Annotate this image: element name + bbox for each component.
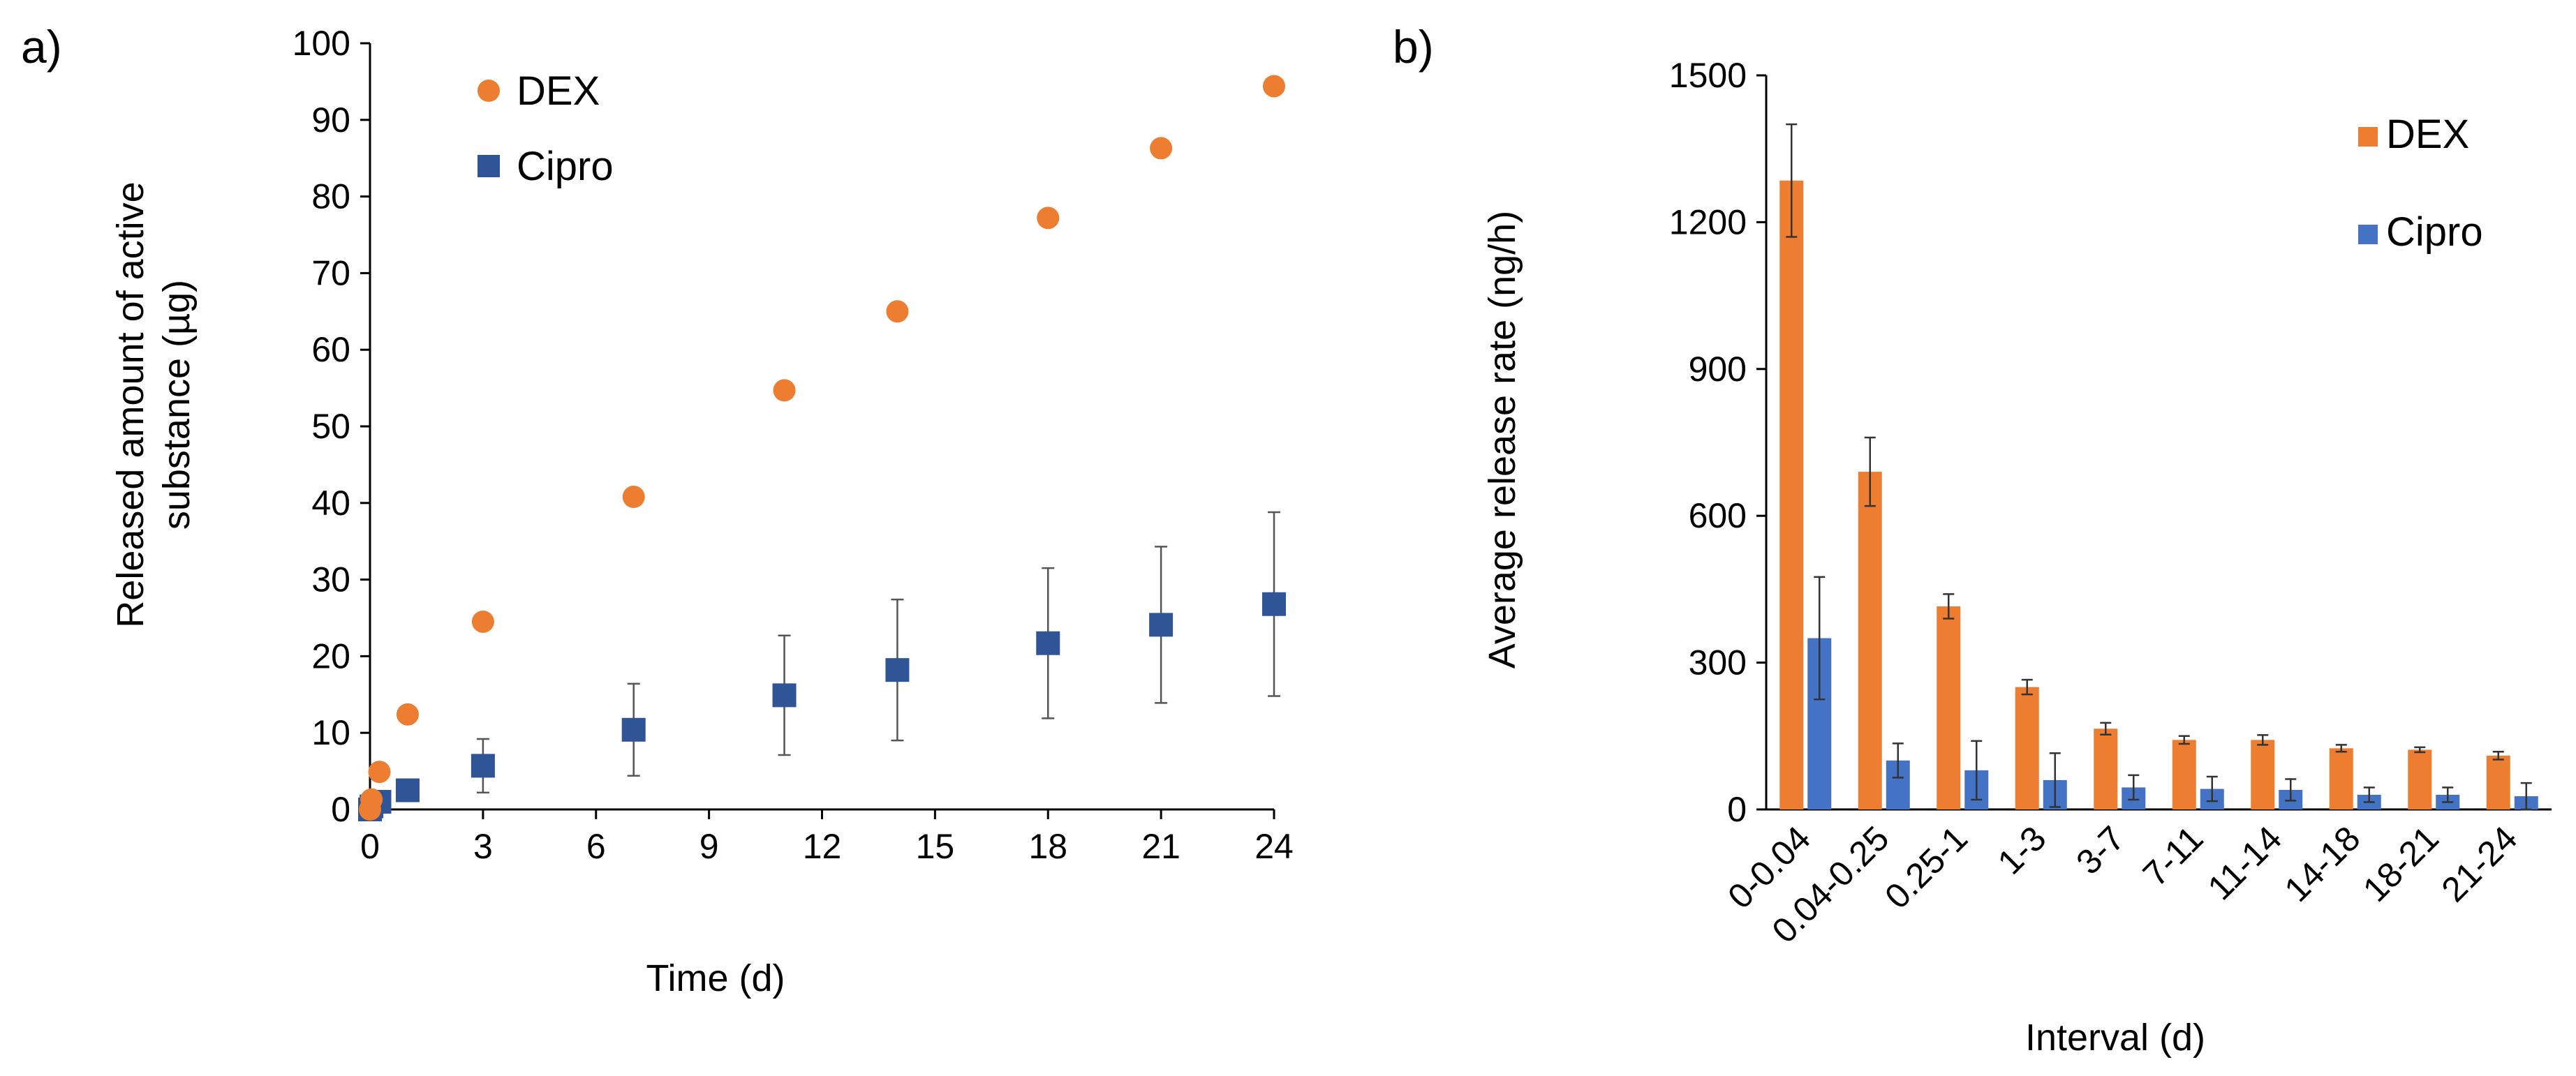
legend-dex-swatch	[2358, 127, 2378, 147]
x-tick-label: 3	[473, 827, 493, 866]
dex-point	[773, 379, 796, 402]
panel-b-y-axis-title: Average release rate (ng/h)	[1481, 211, 1523, 668]
panel-a-legend: DEX Cipro	[478, 68, 614, 189]
panel-b-marks	[1779, 123, 2538, 811]
y-tick-label: 1200	[1669, 202, 1747, 241]
dex-bar	[1858, 472, 1882, 809]
x-category-label: 21-24	[2434, 819, 2524, 909]
y-tick-label: 30	[311, 560, 350, 599]
legend-cipro-marker	[478, 155, 500, 177]
cipro-point	[621, 717, 646, 742]
legend-cipro-label: Cipro	[2386, 209, 2483, 255]
dex-bar	[2015, 687, 2039, 809]
y-tick-label: 1500	[1669, 56, 1747, 95]
dex-bar	[2094, 728, 2118, 809]
x-category-label: 7-11	[2135, 819, 2211, 894]
dex-bar	[2408, 749, 2432, 809]
cipro-point	[1036, 631, 1060, 655]
panel-b-label: b)	[1393, 21, 1434, 73]
y-tick-label: 0	[1727, 790, 1747, 829]
x-category-label: 1-3	[1990, 819, 2054, 882]
x-tick-label: 24	[1254, 827, 1294, 866]
cipro-point	[395, 778, 420, 802]
panel-a-x-axis-title: Time (d)	[646, 957, 785, 999]
y-tick-label: 300	[1689, 643, 1747, 682]
panel-b-x-ticks: 0-0.040.04-0.250.25-1 1-3 3-7 7-1111-1414-1…	[1720, 808, 2552, 950]
cipro-point	[1149, 613, 1174, 637]
dex-point	[1150, 137, 1173, 160]
y-tick-label: 600	[1689, 496, 1747, 535]
cipro-point	[1262, 592, 1286, 616]
x-tick-label: 9	[699, 827, 719, 866]
panel-b-y-ticks: 0 300 600 900 1200 1500	[1669, 56, 1768, 829]
y-tick-label: 50	[311, 407, 350, 446]
dex-bar	[2329, 748, 2353, 809]
x-tick-label: 0	[360, 827, 380, 866]
y-tick-label: 80	[311, 177, 350, 216]
dex-point	[396, 703, 419, 726]
y-tick-label: 40	[311, 484, 350, 523]
dex-point	[368, 761, 391, 784]
x-category-label: 11-14	[2200, 819, 2289, 907]
y-tick-label: 0	[331, 790, 350, 829]
x-tick-label: 6	[586, 827, 606, 866]
panel-a-marks	[358, 75, 1286, 821]
x-tick-label: 12	[803, 827, 842, 866]
cipro-point	[885, 658, 910, 682]
y-tick-label: 100	[293, 24, 350, 63]
dex-bar	[2251, 740, 2275, 809]
y-tick-label: 60	[311, 330, 350, 369]
legend-cipro-label: Cipro	[517, 144, 614, 189]
y-tick-label: 70	[311, 253, 350, 292]
dex-bar	[2486, 755, 2510, 809]
x-category-label: 0.25-1	[1877, 819, 1975, 916]
dex-point	[1263, 75, 1285, 98]
x-tick-label: 21	[1141, 827, 1180, 866]
dex-point	[360, 788, 383, 811]
panel-a-y-ticks: 0 10 20 30 40 50 60 70 80 90 100	[293, 24, 371, 829]
panel-a-released-amount-chart: a) 0 10 20 30 40 50 60 70 80 90 100 0 3 6 9 12 15 18 21 24…	[21, 21, 1294, 999]
x-category-label: 18-21	[2355, 819, 2446, 909]
panel-a-x-ticks: 0 3 6 9 12 15 18 21 24	[360, 808, 1294, 866]
x-category-label: 3-7	[2068, 819, 2132, 882]
cipro-point	[772, 683, 797, 708]
dex-bar	[1779, 180, 1804, 810]
legend-dex-marker	[478, 80, 500, 102]
panel-b-legend: DEX Cipro	[2358, 112, 2483, 255]
dex-bar	[1937, 606, 1961, 809]
legend-cipro-swatch	[2358, 225, 2378, 244]
panel-b-x-axis-title: Interval (d)	[2025, 1017, 2205, 1059]
panel-a-y-axis-title-line1: Released amount of active	[110, 181, 151, 627]
y-tick-label: 90	[311, 100, 350, 140]
dex-point	[1037, 207, 1060, 230]
y-tick-label: 20	[311, 636, 350, 675]
dex-point	[471, 610, 494, 633]
panel-a-label: a)	[21, 21, 62, 73]
dex-point	[622, 486, 645, 509]
panel-a-y-axis-title-line2: substance (µg)	[156, 280, 198, 530]
x-tick-label: 18	[1028, 827, 1067, 866]
panel-b-release-rate-chart: b) 0 300 600 900 1200 1500 0-0.040.04-0.250.2…	[1393, 21, 2552, 1059]
dex-point	[886, 300, 909, 323]
legend-dex-label: DEX	[517, 68, 600, 114]
cipro-point	[471, 754, 495, 778]
y-tick-label: 10	[311, 713, 350, 752]
legend-dex-label: DEX	[2386, 112, 2469, 157]
x-category-label: 14-18	[2277, 819, 2367, 909]
dex-bar	[2172, 740, 2196, 809]
x-tick-label: 15	[916, 827, 955, 866]
y-tick-label: 900	[1689, 350, 1747, 389]
